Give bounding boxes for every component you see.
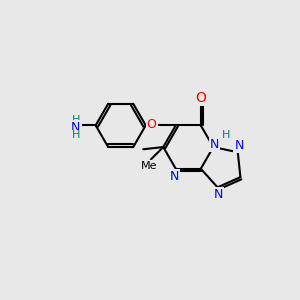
Text: N: N (234, 139, 244, 152)
Text: H: H (222, 130, 231, 140)
Text: O: O (147, 118, 157, 131)
Text: N: N (70, 121, 80, 134)
Text: N: N (169, 170, 179, 184)
Text: H: H (72, 115, 81, 125)
Text: H: H (72, 130, 81, 140)
Text: Me: Me (141, 161, 158, 171)
Text: O: O (195, 91, 206, 105)
Text: N: N (214, 188, 224, 201)
Text: N: N (210, 138, 220, 151)
